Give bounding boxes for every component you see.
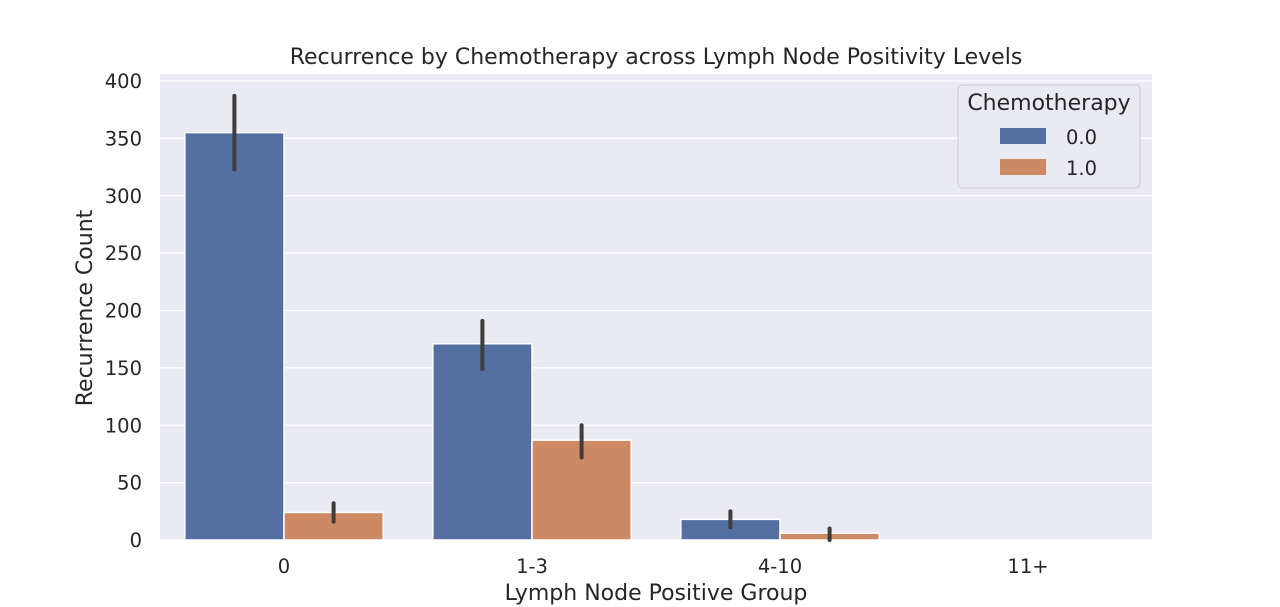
bar bbox=[432, 343, 533, 541]
y-tick-label: 200 bbox=[105, 300, 142, 323]
y-tick-label: 250 bbox=[105, 242, 142, 265]
legend-label: 0.0 bbox=[1066, 126, 1097, 149]
legend-swatch bbox=[1000, 128, 1046, 144]
legend-swatch bbox=[1000, 159, 1046, 175]
y-axis-label: Recurrence Count bbox=[73, 209, 98, 406]
y-tick-label: 300 bbox=[105, 185, 142, 208]
x-tick-label: 11+ bbox=[1007, 555, 1048, 578]
legend: Chemotherapy 0.0 1.0 bbox=[957, 84, 1141, 189]
y-tick-label: 100 bbox=[105, 414, 142, 437]
y-tick-label: 150 bbox=[105, 357, 142, 380]
y-tick-label: 350 bbox=[105, 127, 142, 150]
x-tick-label: 0 bbox=[278, 555, 290, 578]
legend-title: Chemotherapy bbox=[967, 91, 1130, 116]
y-tick-label: 0 bbox=[130, 529, 142, 552]
y-tick-label: 50 bbox=[117, 472, 142, 495]
chart-title: Recurrence by Chemotherapy across Lymph … bbox=[290, 45, 1023, 70]
x-axis-label: Lymph Node Positive Group bbox=[505, 581, 808, 606]
bar bbox=[184, 131, 285, 541]
x-tick-label: 4-10 bbox=[758, 555, 802, 578]
y-axis: 0 50 100 150 200 250 300 350 400 bbox=[105, 70, 142, 552]
legend-label: 1.0 bbox=[1066, 157, 1097, 180]
bars bbox=[184, 131, 880, 541]
y-tick-label: 400 bbox=[105, 70, 142, 93]
error-bars bbox=[232, 93, 832, 542]
x-axis: 0 1-3 4-10 11+ bbox=[278, 555, 1049, 578]
x-tick-label: 1-3 bbox=[516, 555, 548, 578]
